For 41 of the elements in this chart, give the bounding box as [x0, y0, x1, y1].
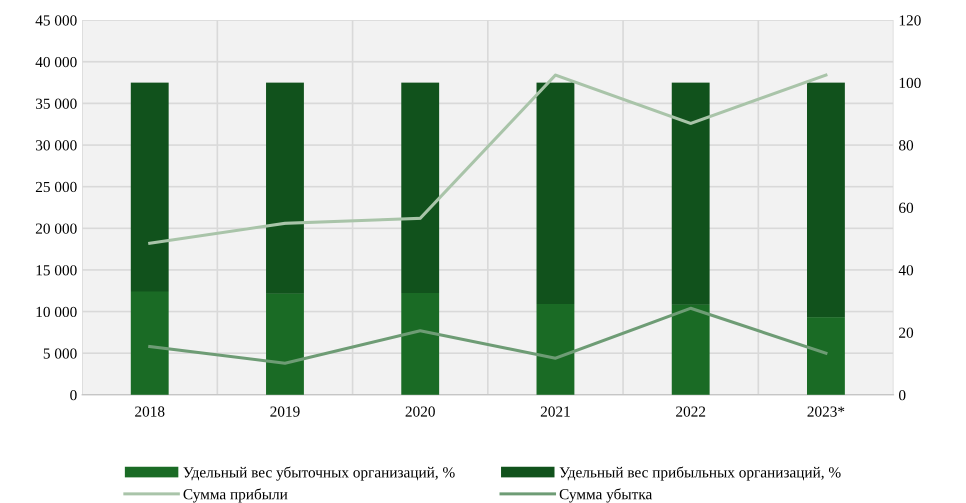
bar [401, 293, 440, 395]
x-tick-label: 2021 [540, 406, 570, 417]
legend-label: Сумма прибыли [184, 488, 288, 503]
line-series [148, 74, 828, 245]
y-tick-label: 25 000 [36, 182, 77, 192]
bar [806, 317, 845, 395]
line-series [148, 306, 828, 365]
bar [266, 82, 304, 294]
legend-label: Удельный вес убыточных организаций, % [183, 466, 455, 481]
y-tick-label: 20 000 [36, 223, 77, 234]
y2-tick-label: 20 [899, 328, 914, 338]
y-tick-label: 10 000 [36, 306, 77, 318]
y2-tick-label: 80 [898, 140, 914, 150]
legend-label: Удельный вес прибыльных организаций, % [560, 466, 841, 481]
y-tick-label: 30 000 [36, 140, 77, 150]
bar [672, 82, 710, 305]
x-tick-label: 2019 [270, 406, 300, 417]
y2-tick-label: 100 [900, 78, 921, 88]
y2-tick-label: 0 [898, 390, 906, 400]
bar [130, 291, 169, 395]
bar [130, 82, 169, 292]
y-tick-label: 0 [70, 390, 77, 400]
bar [536, 304, 574, 395]
y2-tick-label: 60 [899, 202, 914, 213]
y2-tick-label: 40 [898, 265, 914, 276]
legend-label: Сумма убытка [560, 488, 652, 503]
y-tick-label: 45 000 [36, 15, 77, 26]
y-tick-label: 15 000 [36, 265, 77, 276]
bar [536, 82, 574, 304]
x-tick-label: 2023* [808, 406, 844, 417]
y-tick-label: 40 000 [36, 56, 77, 68]
bar [266, 294, 304, 395]
bar [672, 304, 710, 395]
x-tick-label: 2018 [135, 406, 164, 417]
bar [401, 82, 440, 294]
y2-tick-label: 120 [900, 15, 921, 26]
x-tick-label: 2022 [676, 406, 706, 417]
bar [806, 82, 845, 318]
y-tick-label: 35 000 [36, 98, 77, 109]
y-tick-label: 5 000 [44, 348, 77, 359]
x-tick-label: 2020 [406, 406, 435, 417]
